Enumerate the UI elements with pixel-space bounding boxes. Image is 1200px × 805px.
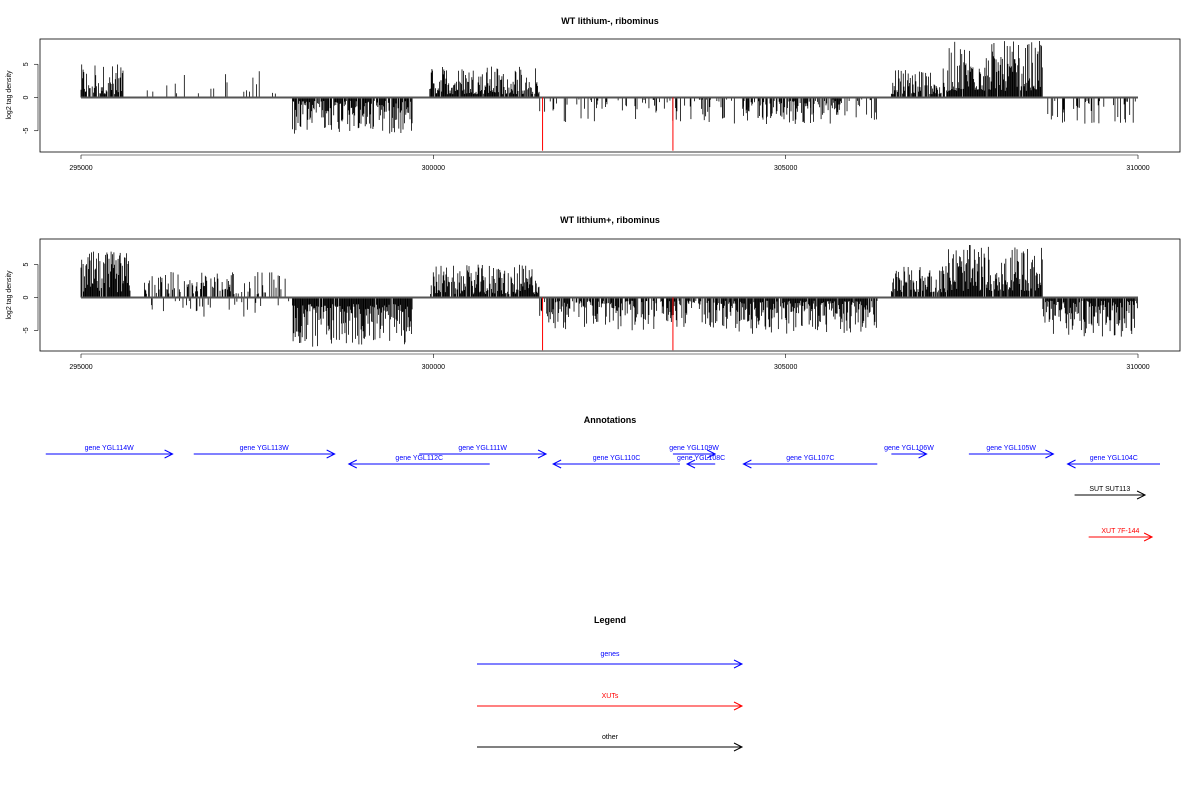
x-tick-label: 300000 [422,165,445,172]
feature-label: gene YGL106W [884,445,934,452]
feature-arrow: gene YGL104C [1066,455,1160,469]
annotations-track: Annotations gene YGL114W gene YGL113Wgene… [45,415,1160,542]
feature-arrow: gene YGL110C [552,455,680,469]
coverage-panel-lithium-plus: WT lithium+, ribominus log2 tag density … [6,215,1181,371]
y-axis: -5 0 5 [23,263,39,334]
x-axis: 295000 300000 305000 310000 [69,353,1150,371]
panel-title: WT lithium+, ribominus [560,215,660,225]
y-tick-label: 5 [23,62,30,66]
feature-arrow: XUT 7F-144 [1088,528,1154,542]
x-axis: 295000 300000 305000 310000 [69,154,1150,172]
feature-label: SUT SUT113 [1089,486,1130,493]
feature-label: gene YGL109W [669,445,719,452]
y-tick-label: -5 [23,128,30,134]
legend-item: genes [477,651,744,669]
y-axis: -5 0 5 [23,62,39,134]
annotations-title: Annotations [584,415,637,425]
feature-arrow: gene YGL105W [968,445,1055,459]
coverage-bars [80,41,1136,134]
feature-label: gene YGL105W [986,445,1036,452]
x-tick-label: 310000 [1126,364,1149,371]
feature-label: gene YGL114W [85,445,135,452]
legend-title: Legend [594,615,626,625]
feature-arrow: gene YGL114W [45,445,174,459]
x-tick-label: 305000 [774,165,797,172]
y-axis-label: log2 tag density [6,70,13,120]
feature-label: XUT 7F-144 [1101,528,1139,535]
x-tick-label: 310000 [1126,165,1149,172]
legend-label: XUTs [602,693,619,700]
feature-label: gene YGL110C [593,455,641,462]
plot-frame [39,238,1181,352]
y-tick-label: 0 [23,95,30,99]
y-tick-label: 0 [23,295,30,299]
feature-label: gene YGL111W [458,445,507,452]
legend-items: genes XUTs other [477,651,744,752]
feature-arrow: gene YGL112C [347,455,490,469]
feature-arrow: gene YGL106W [884,445,934,459]
feature-label: gene YGL112C [395,455,443,462]
panel-title: WT lithium-, ribominus [561,16,659,26]
x-tick-label: 300000 [422,364,445,371]
feature-arrow: SUT SUT113 [1074,486,1147,500]
highlight-peaks [542,97,674,151]
legend-label: other [602,734,619,741]
feature-arrow: gene YGL113W [193,445,336,459]
feature-label: gene YGL113W [240,445,290,452]
coverage-panel-lithium-minus: WT lithium-, ribominus log2 tag density … [6,16,1181,172]
x-tick-label: 295000 [69,364,92,371]
legend: Legend genes XUTs other [477,615,744,752]
x-tick-label: 295000 [69,165,92,172]
feature-label: gene YGL108C [677,455,725,462]
feature-arrows: gene YGL114W gene YGL113W gene YGL112C gene… [45,445,1160,542]
legend-label: genes [600,651,620,658]
feature-arrow: gene YGL107C [742,455,878,469]
legend-item: XUTs [477,693,744,711]
feature-label: gene YGL107C [786,455,834,462]
plot-frame [39,38,1181,153]
y-tick-label: 5 [23,263,30,267]
feature-arrow: gene YGL108C [677,455,725,469]
legend-item: other [477,734,744,752]
highlight-peaks [542,297,674,351]
coverage-bars [80,244,1138,347]
y-tick-label: -5 [23,327,30,333]
feature-arrow: gene YGL111W [419,445,548,459]
y-axis-label: log2 tag density [6,270,13,320]
x-tick-label: 305000 [774,364,797,371]
feature-arrow: gene YGL109W [669,445,719,459]
feature-label: gene YGL104C [1090,455,1138,462]
